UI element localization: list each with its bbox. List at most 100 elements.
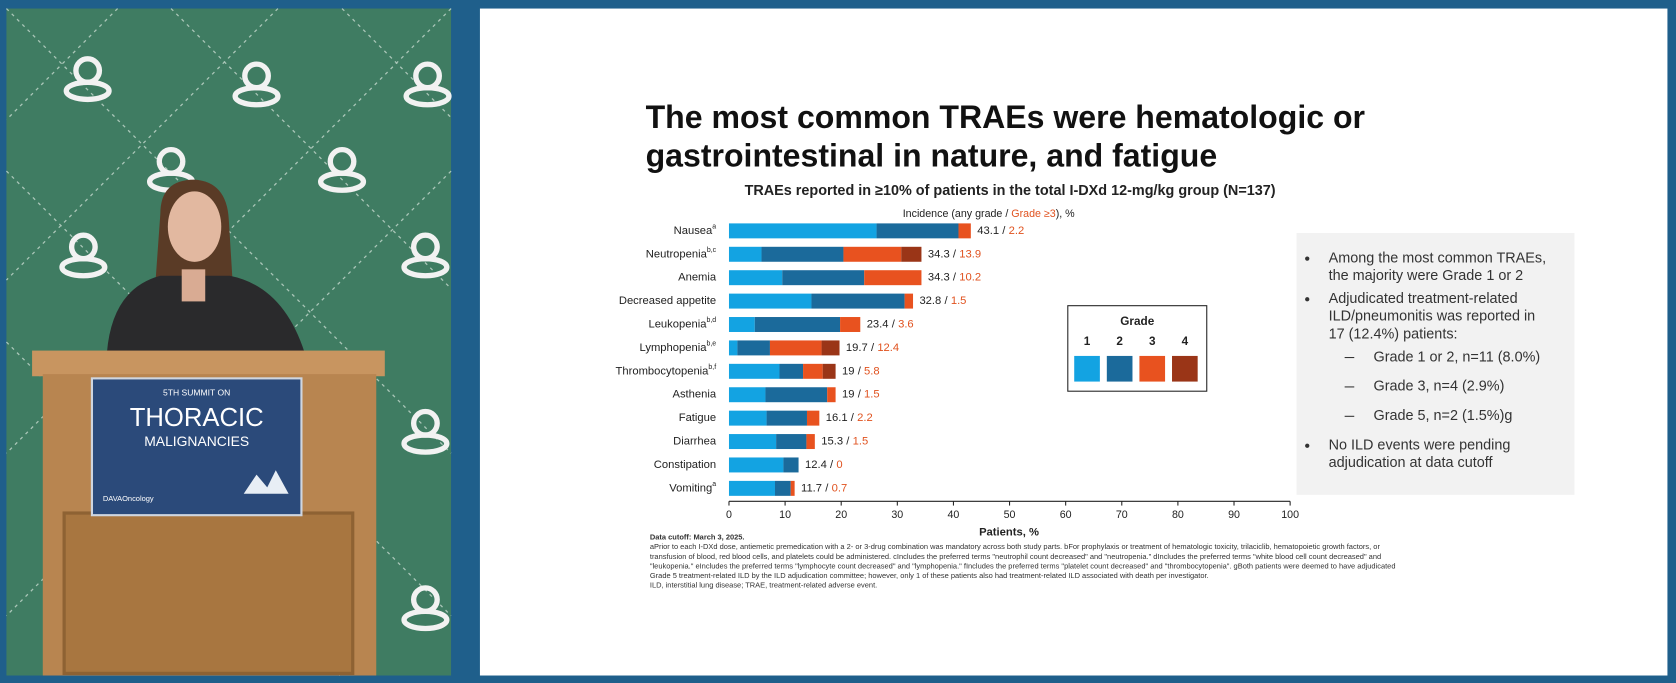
category: Nausea [674, 225, 713, 237]
grade3-label: 5.8 [864, 365, 880, 377]
value-label: 16.1/2.2 [826, 412, 873, 424]
value-label: 34.3/13.9 [928, 248, 981, 260]
bar-segment [728, 457, 784, 473]
grade3-label: 0.7 [832, 482, 848, 494]
bar-segment [843, 246, 902, 262]
backdrop-logos [59, 56, 452, 632]
label-part: ), % [1056, 208, 1075, 220]
label-separator: / [953, 272, 957, 284]
bar-segment [728, 223, 877, 239]
category: Anemia [678, 272, 717, 284]
bar-segment [769, 340, 822, 356]
legend-label: 3 [1149, 335, 1156, 348]
bullet-text: Grade 5, n=2 (1.5%)g [1373, 408, 1512, 424]
bar-segment [958, 223, 971, 239]
bar-segment [776, 434, 807, 450]
bar-segment [782, 270, 865, 286]
y-tick-label: Thrombocytopeniab,f [616, 364, 717, 377]
bar-segment [728, 363, 780, 379]
slide-title: The most common TRAEs were hematologic o… [646, 99, 1365, 135]
grade3-label: 1.5 [864, 389, 880, 401]
any-grade-label: 19.7 [846, 342, 868, 354]
grade3-label: 2.2 [857, 412, 873, 424]
bar-segment [783, 457, 799, 473]
label-separator: / [858, 365, 862, 377]
bar-segment [806, 410, 820, 426]
value-label: 32.8/1.5 [919, 295, 966, 307]
bar-segment [806, 434, 815, 450]
bar-segment [790, 480, 795, 496]
bar-segment [728, 293, 812, 309]
value-label: 23.4/3.6 [867, 318, 914, 330]
bar-segment [728, 434, 777, 450]
footnote: Data cutoff: March 3, 2025. [650, 533, 745, 542]
bar-segment [728, 480, 775, 496]
bar-segment [876, 223, 959, 239]
speaker [106, 179, 305, 353]
value-label: 11.7/0.7 [801, 482, 847, 494]
category: Leukopenia [648, 318, 707, 330]
any-grade-label: 34.3 [928, 248, 950, 260]
y-tick-label: Anemia [678, 272, 717, 284]
bar-segment [811, 293, 905, 309]
bullet-dot [1305, 256, 1310, 261]
x-tick-label: 10 [779, 509, 791, 521]
bullet-dot [1305, 297, 1310, 302]
x-tick-label: 100 [1281, 509, 1299, 521]
label-separator: / [825, 482, 829, 494]
bullet-text: the majority were Grade 1 or 2 [1329, 268, 1524, 284]
bar-segment [765, 387, 828, 403]
any-grade-label: 34.3 [928, 272, 950, 284]
label-separator: / [858, 389, 862, 401]
label-separator: / [851, 412, 855, 424]
bullet-text: Grade 3, n=4 (2.9%) [1373, 379, 1504, 395]
any-grade-label: 19 [842, 389, 854, 401]
bar-segment [737, 340, 770, 356]
y-tick-label: Vomitinga [669, 481, 716, 494]
y-tick-label: Asthenia [672, 389, 716, 401]
any-grade-label: 11.7 [801, 482, 822, 494]
bullet-text: 17 (12.4%) patients: [1329, 326, 1458, 342]
category: Constipation [654, 459, 716, 471]
label-part: Incidence (any grade / [903, 208, 1012, 220]
label-part: Grade ≥3 [1011, 208, 1055, 220]
bullet-text: Adjudicated treatment-related [1329, 291, 1518, 307]
bullet-text: ILD/pneumonitis was reported in [1329, 309, 1536, 325]
bar-segment [728, 246, 762, 262]
label-separator: / [944, 295, 948, 307]
category: Decreased appetite [619, 295, 716, 307]
footnote-mark: a [712, 481, 716, 488]
bar-segment [779, 363, 804, 379]
legend-swatch [1172, 355, 1198, 382]
bar-segment [904, 293, 914, 309]
grade3-label: 1.5 [951, 295, 967, 307]
podium-text: 5TH SUMMIT ON [163, 388, 230, 398]
legend-label: 2 [1116, 335, 1123, 348]
bullet-text: No ILD events were pending [1329, 438, 1511, 454]
bar-segment [728, 317, 755, 332]
value-label: 19 /5.8 [842, 365, 880, 377]
y-tick-label: Nauseaa [674, 223, 717, 236]
label-separator: / [892, 318, 896, 330]
x-tick-label: 50 [1004, 509, 1016, 521]
grade3-label: 12.4 [877, 342, 899, 354]
footnote-mark: b,d [706, 317, 716, 324]
bar-segment [766, 410, 807, 426]
footnote-mark: b,f [708, 364, 716, 371]
bar-segment [827, 387, 836, 403]
value-label: 19 /1.5 [842, 389, 880, 401]
slide-title: gastrointestinal in nature, and fatigue [646, 138, 1218, 174]
category: Fatigue [679, 412, 716, 424]
any-grade-label: 43.1 [977, 225, 999, 237]
bar-segment [774, 480, 791, 496]
grade3-label: 3.6 [898, 318, 914, 330]
category: Vomiting [669, 482, 712, 494]
bar-segment [822, 363, 836, 379]
value-label: 43.1/2.2 [977, 225, 1024, 237]
podium-text: THORACIC [130, 404, 264, 432]
x-tick-label: 90 [1228, 509, 1240, 521]
bullet-text: Grade 1 or 2, n=11 (8.0%) [1373, 349, 1540, 365]
bar-segment [728, 410, 767, 426]
